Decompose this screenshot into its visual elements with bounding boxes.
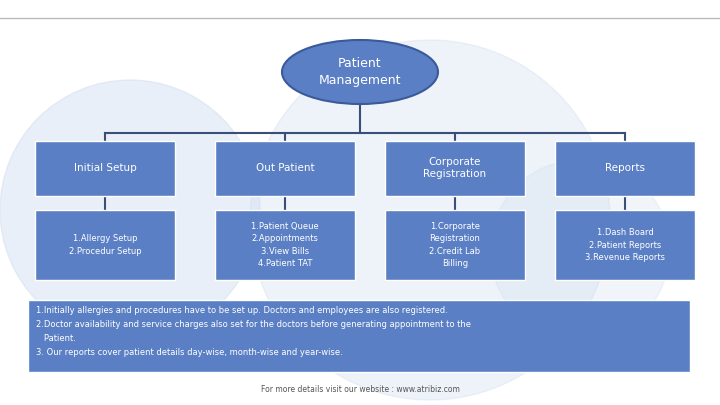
FancyBboxPatch shape (385, 141, 525, 196)
FancyBboxPatch shape (215, 141, 355, 196)
Text: For more details visit our website : www.atribiz.com: For more details visit our website : www… (261, 386, 459, 394)
Text: 1.Patient Queue
2.Appointments
3.View Bills
4.Patient TAT: 1.Patient Queue 2.Appointments 3.View Bi… (251, 222, 319, 268)
FancyBboxPatch shape (555, 141, 695, 196)
Circle shape (0, 80, 260, 340)
FancyBboxPatch shape (555, 210, 695, 280)
Text: Initial Setup: Initial Setup (73, 163, 136, 173)
Circle shape (490, 160, 670, 340)
Text: 1.Initially allergies and procedures have to be set up. Doctors and employees ar: 1.Initially allergies and procedures hav… (36, 306, 471, 357)
FancyBboxPatch shape (35, 141, 175, 196)
Ellipse shape (282, 40, 438, 104)
Text: Patient
Management: Patient Management (319, 57, 401, 87)
FancyBboxPatch shape (385, 210, 525, 280)
Text: 1.Dash Board
2.Patient Reports
3.Revenue Reports: 1.Dash Board 2.Patient Reports 3.Revenue… (585, 228, 665, 262)
Text: Reports: Reports (605, 163, 645, 173)
Text: Corporate
Registration: Corporate Registration (423, 157, 487, 179)
FancyBboxPatch shape (35, 210, 175, 280)
FancyBboxPatch shape (28, 300, 690, 372)
Text: 1.Corporate
Registration
2.Credit Lab
Billing: 1.Corporate Registration 2.Credit Lab Bi… (429, 222, 480, 268)
FancyBboxPatch shape (215, 210, 355, 280)
Circle shape (250, 40, 610, 400)
Text: 1.Allergy Setup
2.Procedur Setup: 1.Allergy Setup 2.Procedur Setup (68, 234, 141, 256)
Text: Out Patient: Out Patient (256, 163, 315, 173)
